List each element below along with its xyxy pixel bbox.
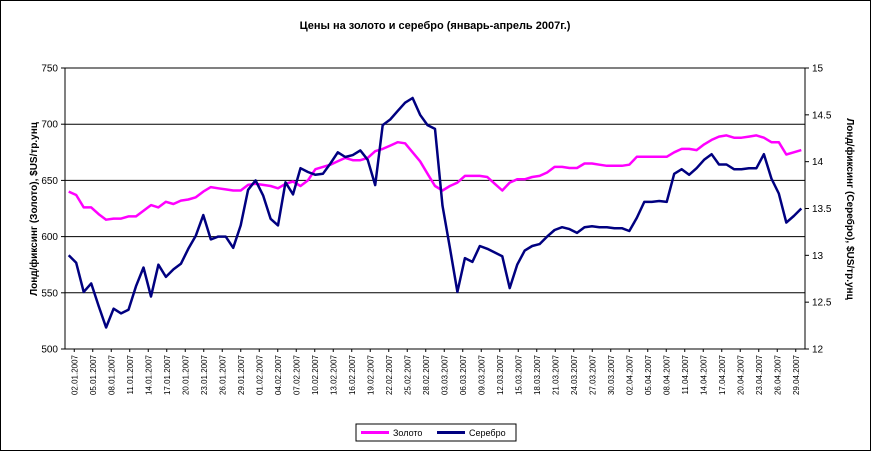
x-tick-label: 23.04.2007	[755, 354, 764, 395]
right-tick-label: 12.5	[812, 298, 832, 309]
x-tick-label: 17.04.2007	[718, 354, 727, 395]
right-tick-label: 14.5	[812, 110, 832, 121]
legend-label-gold: Золото	[393, 428, 422, 438]
left-tick-label: 550	[41, 288, 58, 299]
left-axis-label: Лонд/фиксинг (Золото), $US/тр.унц	[28, 121, 40, 296]
x-tick-label: 16.02.2007	[348, 354, 357, 395]
x-tick-label: 28.02.2007	[422, 354, 431, 395]
x-tick-label: 20.04.2007	[736, 354, 745, 395]
x-tick-label: 12.03.2007	[496, 354, 505, 395]
x-tick-label: 25.02.2007	[403, 354, 412, 395]
left-tick-label: 750	[41, 64, 58, 75]
x-tick-label: 05.01.2007	[89, 354, 98, 395]
left-tick-label: 600	[41, 232, 58, 243]
x-tick-label: 14.01.2007	[144, 354, 153, 395]
x-tick-label: 02.04.2007	[625, 354, 634, 395]
left-tick-label: 700	[41, 120, 58, 131]
x-tick-label: 01.02.2007	[255, 354, 264, 395]
x-tick-label: 26.01.2007	[218, 354, 227, 395]
right-tick-label: 12	[812, 345, 824, 356]
x-tick-label: 17.01.2007	[163, 354, 172, 395]
x-tick-label: 09.03.2007	[477, 354, 486, 395]
x-tick-label: 14.04.2007	[699, 354, 708, 395]
x-tick-label: 30.03.2007	[607, 354, 616, 395]
left-axis: 750 700 650 600 550 500	[41, 64, 65, 356]
chart-title: Цены на золото и серебро (январь-апрель …	[300, 20, 571, 32]
x-tick-label: 08.01.2007	[107, 354, 116, 395]
legend: Золото Серебро	[355, 423, 517, 442]
x-tick-label: 24.03.2007	[570, 354, 579, 395]
right-tick-label: 14	[812, 157, 824, 168]
x-tick-label: 02.01.2007	[70, 354, 79, 395]
x-tick-label: 20.01.2007	[181, 354, 190, 395]
x-tick-label: 06.03.2007	[459, 354, 468, 395]
x-tick-label: 11.01.2007	[126, 354, 135, 394]
x-tick-label: 11.04.2007	[681, 354, 690, 394]
left-tick-label: 500	[41, 345, 58, 356]
right-tick-label: 15	[812, 64, 824, 75]
x-tick-label: 03.03.2007	[440, 354, 449, 395]
right-tick-label: 13.5	[812, 204, 832, 215]
series-line-silver	[67, 96, 803, 329]
legend-box	[355, 423, 517, 442]
plot-area	[64, 67, 806, 350]
series-line-gold	[68, 134, 802, 221]
x-tick-label: 07.02.2007	[292, 354, 301, 395]
x-tick-label: 18.03.2007	[533, 354, 542, 395]
x-tick-label: 04.02.2007	[274, 354, 283, 395]
x-tick-label: 08.04.2007	[662, 354, 671, 395]
series-lines	[67, 96, 803, 329]
x-tick-label: 27.03.2007	[588, 354, 597, 395]
x-tick-label: 21.03.2007	[551, 354, 560, 395]
x-tick-label: 05.04.2007	[644, 354, 653, 395]
right-tick-label: 13	[812, 251, 824, 262]
right-axis-label: Лонд/фиксинг (Серебро), $US/тр.унц	[844, 118, 856, 300]
x-tick-label: 29.01.2007	[237, 354, 246, 395]
x-tick-label: 22.02.2007	[385, 354, 394, 395]
left-tick-label: 650	[41, 176, 58, 187]
grid-lines	[65, 123, 805, 294]
x-tick-label: 13.02.2007	[329, 354, 338, 395]
x-tick-label: 29.04.2007	[792, 354, 801, 395]
right-axis: 15 14.5 14 13.5 13 12.5 12	[805, 64, 832, 356]
legend-label-silver: Серебро	[469, 428, 506, 438]
x-tick-label: 10.02.2007	[311, 354, 320, 395]
x-tick-label: 19.02.2007	[366, 354, 375, 395]
x-tick-label: 15.03.2007	[514, 354, 523, 395]
x-axis: 02.01.2007 05.01.2007 08.01.2007 11.01.2007…	[70, 349, 801, 395]
x-tick-label: 26.04.2007	[773, 354, 782, 395]
x-tick-label: 23.01.2007	[200, 354, 209, 395]
